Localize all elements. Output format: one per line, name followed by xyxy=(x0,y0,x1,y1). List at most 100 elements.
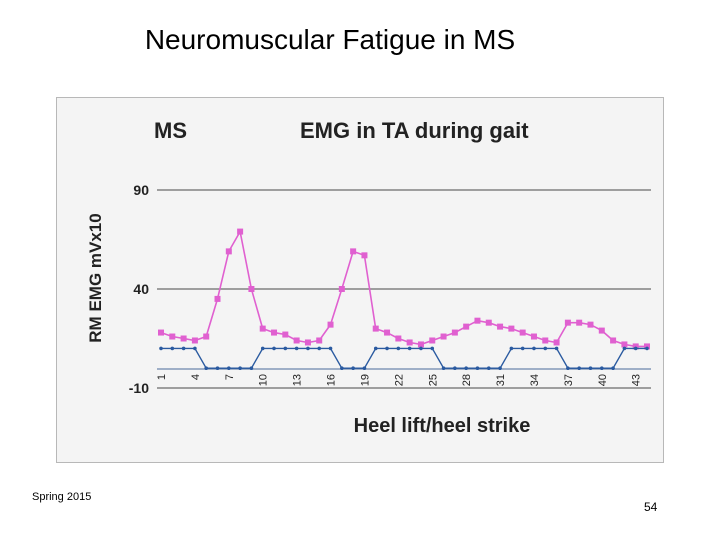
emg-point xyxy=(508,325,515,332)
emg-point xyxy=(203,333,210,340)
x-tick-label: 28 xyxy=(461,374,473,386)
footswitch-point xyxy=(430,346,435,351)
x-tick-label: 22 xyxy=(393,374,405,386)
emg-point xyxy=(519,329,526,336)
emg-chart: MS EMG in TA during gait Heel lift/heel … xyxy=(86,118,651,437)
footswitch-point xyxy=(385,346,389,351)
emg-point xyxy=(361,252,368,259)
emg-point xyxy=(180,335,187,342)
emg-point xyxy=(564,319,571,326)
footswitch-point xyxy=(362,366,367,371)
emg-series-line xyxy=(160,229,647,348)
footswitch-point xyxy=(407,346,412,351)
footswitch-point xyxy=(543,346,548,351)
emg-point xyxy=(169,333,176,340)
x-tick-label: 4 xyxy=(190,374,202,380)
chart-title: EMG in TA during gait xyxy=(300,118,529,143)
footswitch-point xyxy=(317,346,322,351)
y-axis-label: RM EMG mVx10 xyxy=(86,213,105,342)
emg-point xyxy=(417,341,424,348)
y-tick-label: -10 xyxy=(129,380,149,396)
emg-point xyxy=(384,329,391,336)
x-tick-label: 37 xyxy=(563,374,575,386)
footswitch-point xyxy=(328,346,333,351)
emg-point xyxy=(587,321,594,328)
emg-point xyxy=(271,329,278,336)
x-tick-label: 19 xyxy=(359,374,371,386)
emg-point xyxy=(497,323,504,330)
emg-point xyxy=(225,248,232,255)
footswitch-point xyxy=(306,346,310,351)
footswitch-point xyxy=(294,346,299,351)
chart-title-left: MS xyxy=(154,118,187,143)
footswitch-point xyxy=(260,346,265,351)
emg-point xyxy=(237,228,244,235)
axes: -10 40 90 1 4 7 10 13 16 19 22 25 28 31 34 37 40 43 xyxy=(129,182,651,396)
x-tick-label: 40 xyxy=(597,374,609,386)
emg-point xyxy=(248,286,255,292)
footer-date: Spring 2015 xyxy=(32,491,92,503)
footswitch-point xyxy=(453,366,457,371)
footswitch-point xyxy=(272,346,276,351)
footswitch-point xyxy=(373,346,378,351)
footswitch-point xyxy=(283,346,288,351)
emg-point xyxy=(530,333,537,340)
data-series xyxy=(158,228,650,371)
footswitch-point xyxy=(238,366,242,371)
footswitch-point xyxy=(340,366,344,371)
emg-point xyxy=(474,317,481,324)
footswitch-point xyxy=(396,346,401,351)
footswitch-point xyxy=(419,346,423,351)
page-number: 54 xyxy=(644,500,658,514)
footswitch-point xyxy=(532,346,536,351)
footswitch-point xyxy=(554,346,559,351)
emg-point xyxy=(610,337,617,344)
footswitch-point xyxy=(204,366,209,371)
slide-title: Neuromuscular Fatigue in MS xyxy=(144,24,516,55)
footswitch-point xyxy=(464,366,468,371)
footswitch-point xyxy=(475,366,480,371)
footswitch-point xyxy=(498,366,502,371)
x-tick-label: 31 xyxy=(495,374,507,386)
footswitch-point xyxy=(170,346,175,351)
footswitch-point xyxy=(509,346,514,351)
emg-point xyxy=(282,331,289,338)
footswitch-point xyxy=(351,366,355,371)
emg-point xyxy=(338,286,345,292)
footswitch-point xyxy=(622,346,627,351)
emg-point xyxy=(440,333,447,340)
emg-point xyxy=(542,337,549,344)
x-tick-label: 25 xyxy=(427,374,439,386)
x-tick-label: 1 xyxy=(156,374,168,380)
footswitch-point xyxy=(215,366,220,371)
chart-figure: MS EMG in TA during gait Heel lift/heel … xyxy=(56,97,664,463)
footswitch-point xyxy=(193,346,197,351)
emg-point xyxy=(372,325,379,332)
x-axis-label: Heel lift/heel strike xyxy=(354,415,531,437)
emg-point xyxy=(293,337,300,344)
footswitch-point xyxy=(645,346,649,351)
footswitch-point xyxy=(599,366,604,371)
footswitch-point xyxy=(520,346,525,351)
x-tick-label: 43 xyxy=(631,374,643,386)
gridlines xyxy=(157,189,651,389)
emg-point xyxy=(350,248,357,255)
footswitch-point xyxy=(577,366,581,371)
footswitch-point xyxy=(181,346,186,351)
footswitch-point xyxy=(227,366,231,371)
emg-point xyxy=(553,339,560,346)
x-tick-label: 13 xyxy=(292,374,304,386)
footswitch-point xyxy=(588,366,593,371)
emg-point xyxy=(429,337,436,344)
footswitch-series-line xyxy=(161,347,647,369)
emg-point xyxy=(304,339,311,346)
x-tick-label: 34 xyxy=(529,374,541,386)
footswitch-point xyxy=(486,366,491,371)
x-tick-label: 7 xyxy=(224,374,236,380)
footswitch-point xyxy=(249,366,254,371)
y-tick-label: 40 xyxy=(133,281,149,297)
x-tick-label: 10 xyxy=(258,374,270,386)
emg-point xyxy=(463,323,470,330)
emg-point xyxy=(485,319,492,326)
footswitch-point xyxy=(441,366,446,371)
